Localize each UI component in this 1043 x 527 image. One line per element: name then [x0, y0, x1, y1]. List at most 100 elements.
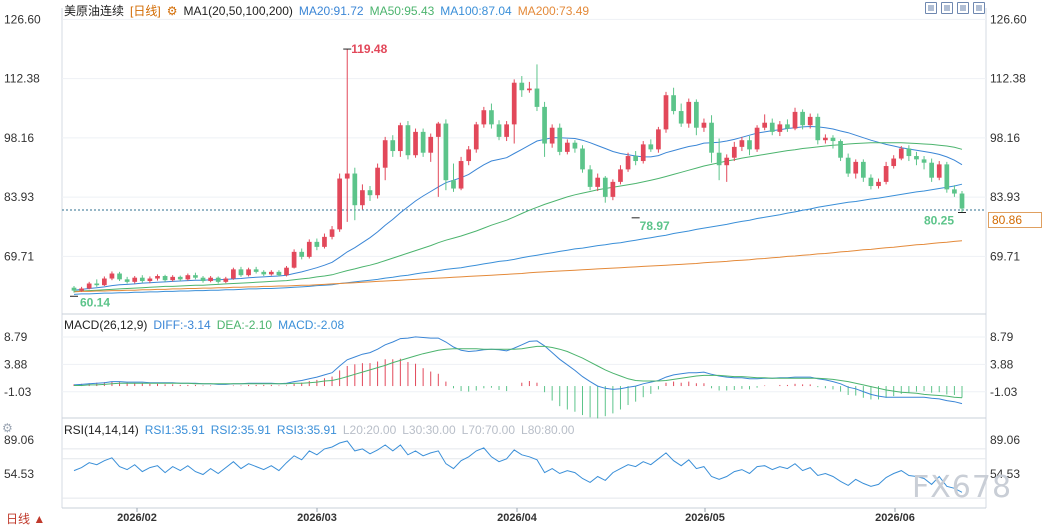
- candle: [132, 276, 138, 284]
- candle: [914, 151, 919, 166]
- candle-body: [929, 162, 934, 178]
- candle-body: [268, 271, 274, 275]
- period-label[interactable]: [日线]: [130, 4, 161, 18]
- candle: [337, 173, 342, 232]
- candle-body: [549, 127, 555, 144]
- scroll-right-icon[interactable]: [973, 2, 985, 14]
- candle-body: [648, 144, 654, 150]
- candle-body: [314, 241, 320, 247]
- candle-body: [914, 156, 919, 160]
- candle: [952, 185, 957, 197]
- candle-body: [785, 124, 790, 129]
- series-dea-line: [74, 345, 963, 399]
- candle-body: [329, 229, 335, 237]
- candle-body: [71, 287, 77, 291]
- xtick-label: 2026/03: [297, 512, 337, 524]
- candle-body: [451, 180, 456, 189]
- series-diff-line: [73, 336, 963, 405]
- gear-icon[interactable]: ⚙: [166, 3, 178, 18]
- candle: [367, 186, 373, 202]
- candle-body: [94, 283, 100, 286]
- candle-body: [944, 164, 950, 190]
- rsi2-value: RSI2:35.91: [210, 423, 271, 437]
- candle-body: [344, 173, 350, 179]
- candle: [246, 267, 251, 277]
- candle-body: [640, 144, 646, 162]
- candle: [253, 266, 259, 274]
- candle-body: [360, 190, 365, 206]
- candle: [549, 124, 555, 148]
- candle: [959, 191, 965, 213]
- candle: [231, 267, 236, 280]
- candle-body: [352, 173, 358, 206]
- candle-body: [678, 111, 684, 124]
- candle: [71, 286, 77, 293]
- candle: [944, 161, 950, 193]
- candle: [458, 156, 464, 191]
- low-label: 60.14: [80, 295, 110, 309]
- candle: [519, 76, 525, 97]
- candle: [344, 49, 350, 222]
- candle-body: [838, 141, 843, 158]
- candle-body: [322, 236, 327, 247]
- high-label: 119.48: [351, 42, 387, 56]
- series-ma20-line: [73, 125, 963, 291]
- candle-body: [155, 276, 160, 279]
- candle-body: [686, 101, 692, 124]
- candle: [398, 122, 403, 157]
- zoom-in-icon[interactable]: [925, 2, 937, 14]
- candle-body: [382, 140, 388, 168]
- price-ytick-right: 69.71: [990, 249, 1020, 263]
- candle-body: [466, 149, 472, 162]
- rsi-ytick-right: 89.06: [990, 433, 1020, 447]
- candle-body: [132, 277, 138, 282]
- candle-body: [739, 140, 745, 147]
- zoom-out-icon[interactable]: [941, 2, 953, 14]
- rsi-ytick-left: 89.06: [4, 433, 34, 447]
- candle: [420, 128, 426, 157]
- candle-body: [618, 169, 623, 182]
- candle-body: [823, 137, 828, 141]
- candle: [504, 121, 509, 142]
- candle: [208, 276, 213, 283]
- price-ytick-right: 98.16: [990, 131, 1020, 145]
- candle: [109, 271, 115, 281]
- candle-body: [413, 131, 418, 156]
- candle: [557, 123, 563, 156]
- chart-toolbar: [925, 2, 985, 14]
- candle-body: [595, 177, 601, 187]
- candle: [413, 128, 418, 158]
- candle-body: [602, 177, 608, 197]
- gear-icon[interactable]: ⚙: [2, 421, 13, 435]
- candle: [830, 135, 836, 149]
- ma20-value: MA20:91.72: [298, 3, 364, 18]
- candle-body: [375, 167, 380, 196]
- candle: [731, 141, 737, 162]
- candle-body: [511, 82, 517, 125]
- candle: [739, 136, 745, 152]
- candle: [322, 233, 327, 249]
- l20-value: L20:20.00: [342, 423, 397, 437]
- candle-body: [117, 273, 122, 280]
- candle: [170, 275, 176, 282]
- candle: [640, 141, 646, 164]
- period-switch[interactable]: 日线 ▲: [6, 510, 45, 527]
- candle: [466, 146, 472, 166]
- scroll-left-icon[interactable]: [957, 2, 969, 14]
- candle: [223, 276, 229, 284]
- candle-body: [337, 178, 342, 230]
- candle: [329, 226, 335, 240]
- candle: [215, 276, 221, 284]
- candle: [435, 121, 441, 197]
- candle-body: [231, 269, 236, 279]
- candle: [906, 145, 912, 162]
- candle: [428, 133, 434, 162]
- candle: [815, 113, 821, 145]
- candle-body: [876, 181, 881, 187]
- candle-body: [390, 140, 396, 152]
- candle-body: [489, 110, 494, 125]
- series-ma50-line: [73, 142, 963, 292]
- candle: [868, 174, 874, 190]
- ma200-value: MA200:73.49: [517, 3, 590, 18]
